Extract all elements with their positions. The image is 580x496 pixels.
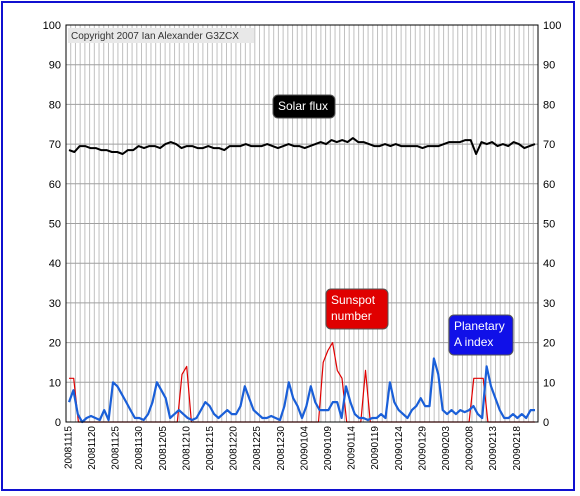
- y-tick-label-right: 20: [543, 338, 555, 350]
- series-line: [68, 137, 536, 155]
- series-label-box: [272, 94, 336, 119]
- y-tick-label-right: 70: [543, 139, 555, 151]
- series-label-text: Solar flux: [278, 99, 328, 113]
- x-tick-label: 20081120: [87, 426, 98, 470]
- x-tick-label: 20090213: [488, 426, 499, 471]
- series-label-text: Sunspot: [331, 293, 376, 307]
- y-tick-label-right: 40: [543, 258, 555, 270]
- x-tick-label: 20081220: [229, 426, 240, 471]
- gridlines: [65, 24, 539, 423]
- y-tick-label-left: 0: [55, 417, 61, 429]
- series-label-box: [325, 288, 389, 330]
- y-tick-label-right: 80: [543, 99, 555, 111]
- x-tick-label: 20081205: [158, 426, 169, 471]
- x-tick-label: 20090124: [394, 426, 405, 471]
- y-tick-label-left: 80: [49, 99, 61, 111]
- y-tick-label-left: 10: [49, 377, 61, 389]
- x-tick-label: 20081215: [205, 426, 216, 471]
- series-label-layer: Solar flux Sunspot number Planetary A index: [272, 94, 514, 356]
- y-tick-label-left: 20: [49, 338, 61, 350]
- y-tick-label-right: 10: [543, 377, 555, 389]
- x-tick-label: 20090104: [299, 426, 310, 471]
- series-label-box: [448, 314, 514, 356]
- x-tick-label: 20090203: [441, 426, 452, 471]
- x-tick-label: 20090208: [465, 426, 476, 471]
- x-tick-label: 20090109: [323, 426, 334, 471]
- x-tick-label: 20090114: [347, 426, 358, 470]
- chart-frame: Copyright 2007 Ian Alexander G3ZCX Solar…: [1, 1, 575, 491]
- y-tick-label-right: 90: [543, 60, 555, 72]
- x-tick-label: 20090218: [512, 426, 523, 471]
- x-tick-label: 20081225: [252, 426, 263, 471]
- plot-border: [65, 24, 539, 423]
- series-label: Solar flux: [272, 94, 336, 119]
- left-axis-ticks: 0 10 20 30 40 50 60 70 80 90 100: [43, 20, 61, 429]
- series-label-text: number: [331, 309, 372, 323]
- y-tick-label-right: 100: [543, 20, 561, 32]
- y-tick-label-right: 60: [543, 179, 555, 191]
- chart-svg: Copyright 2007 Ian Alexander G3ZCX Solar…: [43, 20, 562, 471]
- x-tick-label: 20081210: [181, 426, 192, 471]
- x-tick-label: 20090119: [370, 426, 381, 470]
- copyright-box: [68, 28, 254, 43]
- x-axis-ticks: 20081115 20081120 20081125 20081130 20081205…: [63, 426, 522, 471]
- y-tick-label-left: 100: [43, 20, 61, 32]
- series-label-text: A index: [454, 335, 493, 349]
- y-tick-label-left: 50: [49, 219, 61, 231]
- y-tick-label-left: 90: [49, 60, 61, 72]
- y-tick-label-left: 40: [49, 258, 61, 270]
- x-tick-label: 20090129: [417, 426, 428, 471]
- y-tick-label-right: 0: [543, 417, 549, 429]
- series-label-text: Planetary: [454, 319, 505, 333]
- series-line: [67, 357, 535, 424]
- x-tick-label: 20081125: [111, 426, 122, 470]
- x-tick-label: 20081115: [63, 426, 74, 469]
- right-axis-ticks: 0 10 20 30 40 50 60 70 80 90 100: [543, 20, 561, 429]
- y-tick-label-right: 50: [543, 219, 555, 231]
- series-label: Planetary A index: [448, 314, 514, 356]
- series-label: Sunspot number: [325, 288, 389, 330]
- y-tick-label-left: 70: [49, 139, 61, 151]
- copyright-text: Copyright 2007 Ian Alexander G3ZCX: [71, 31, 239, 42]
- x-tick-label: 20081230: [276, 426, 287, 471]
- y-tick-label-right: 30: [543, 298, 555, 310]
- y-tick-label-left: 30: [49, 298, 61, 310]
- y-tick-label-left: 60: [49, 179, 61, 191]
- x-tick-label: 20081130: [134, 426, 145, 470]
